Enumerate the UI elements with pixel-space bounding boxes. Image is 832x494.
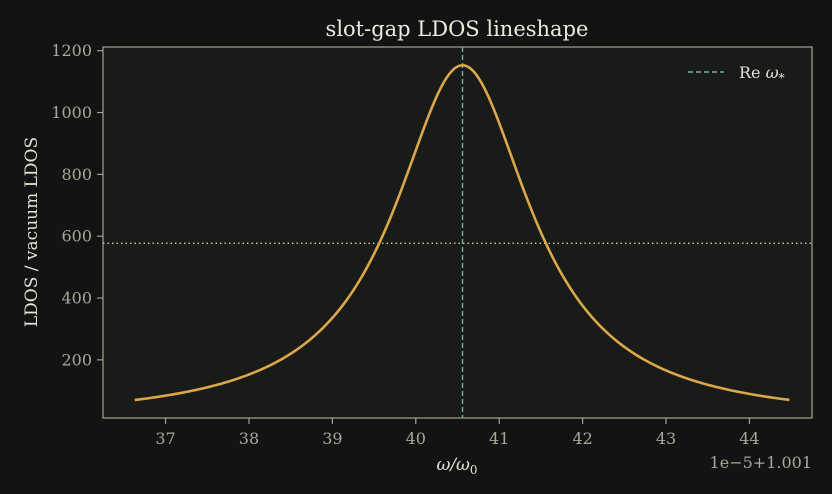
y-axis-label: LDOS / vacuum LDOS [22,137,42,327]
y-tick-label: 200 [61,350,92,369]
y-tick-label: 400 [61,289,92,308]
reference-lines [103,47,812,418]
legend-label: Re ω* [739,63,785,85]
x-tick-label: 38 [239,429,259,448]
x-axis-offset-label: 1e−5+1.001 [710,453,812,472]
x-tick-label: 42 [572,429,592,448]
series-line [134,63,790,402]
x-axis-label: ω/ω0 [436,455,477,477]
x-tick-label: 37 [155,429,175,448]
chart-title: slot-gap LDOS lineshape [326,17,589,41]
plot-area [102,46,813,419]
legend: Re ω* [688,63,785,85]
x-tick-label: 44 [739,429,759,448]
y-axis: 200 400 600 800 1000 1200 [51,41,103,369]
x-tick-label: 43 [656,429,676,448]
y-tick-label: 1200 [51,41,92,60]
x-tick-label: 39 [322,429,342,448]
y-tick-label: 1000 [51,103,92,122]
x-tick-label: 41 [489,429,509,448]
y-tick-label: 600 [61,227,92,246]
y-tick-label: 800 [61,165,92,184]
x-tick-label: 40 [406,429,426,448]
x-axis: 37 38 39 40 41 42 43 44 [155,418,760,448]
